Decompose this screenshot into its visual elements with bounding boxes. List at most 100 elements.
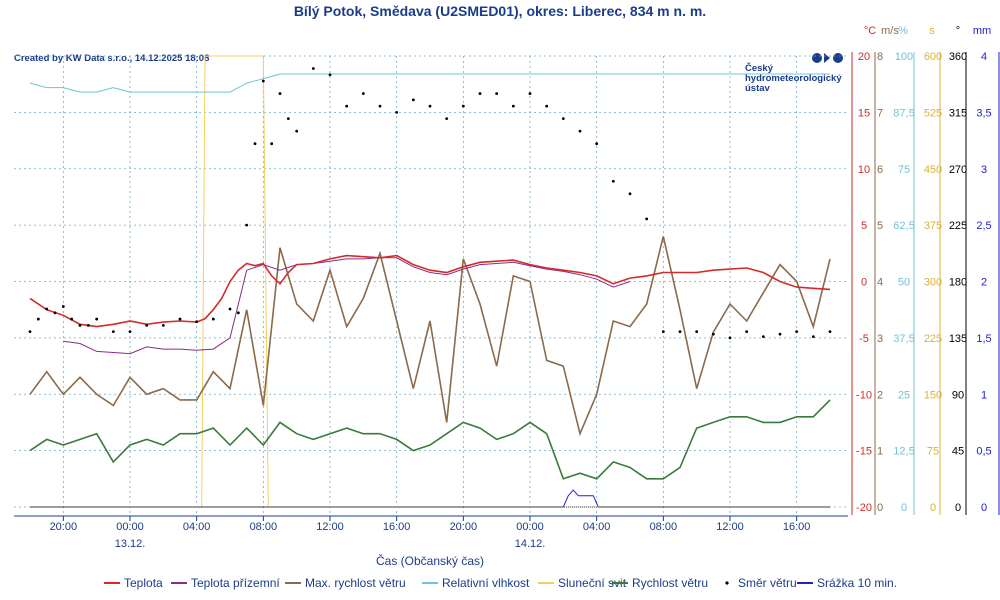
series-dot-smer-vetru (161, 323, 165, 327)
series-dot-smer-vetru (711, 332, 715, 336)
axis-unit-hum: % (898, 25, 908, 37)
series-dot-smer-vetru (253, 142, 257, 146)
series-dot-smer-vetru (495, 92, 499, 95)
legend-label: Relativní vlhkost (442, 576, 530, 590)
series-dot-smer-vetru (811, 335, 815, 339)
series-dot-smer-vetru (28, 330, 32, 334)
logo-line3: ústav (745, 83, 771, 94)
legend-swatch (725, 581, 729, 585)
axis-tick-sun: 225 (924, 333, 942, 345)
axis-tick-wind: 4 (877, 277, 883, 289)
series-dot-smer-vetru (36, 317, 40, 321)
legend-label: Směr větru (738, 576, 797, 590)
axis-tick-temp: -10 (856, 389, 872, 401)
x-tick-label: 12:00 (716, 521, 744, 533)
x-tick-label: 08:00 (650, 521, 678, 533)
series-dot-smer-vetru (211, 317, 215, 321)
axis-tick-dir: 90 (952, 389, 964, 401)
series-dot-smer-vetru (795, 330, 799, 334)
legend-label: Max. rychlost větru (305, 576, 406, 590)
axis-tick-hum: 75 (898, 164, 910, 176)
axis-unit-wind: m/s (881, 25, 899, 37)
axis-tick-hum: 0 (901, 502, 907, 514)
series-dot-smer-vetru (95, 317, 99, 321)
axis-tick-hum: 12,5 (893, 446, 914, 458)
series-dot-smer-vetru (695, 330, 699, 334)
series-dot-smer-vetru (228, 307, 232, 311)
legend-label: Srážka 10 min. (817, 576, 897, 590)
series-dot-smer-vetru (461, 104, 465, 108)
axis-tick-temp: 5 (861, 220, 867, 232)
chart-title: Bílý Potok, Smědava (U2SMED01), okres: L… (294, 3, 706, 19)
series-dot-smer-vetru (111, 330, 115, 334)
grid (14, 55, 848, 516)
series-dot-smer-vetru (145, 323, 149, 327)
legend-label: Teplota přízemní (191, 576, 280, 590)
x-tick-label: 08:00 (250, 521, 278, 533)
series-dot-smer-vetru (761, 335, 765, 339)
chmi-logo: Český hydrometeorologický ústav (745, 53, 843, 94)
series-dot-smer-vetru (661, 330, 665, 334)
axis-tick-hum: 62,5 (893, 220, 914, 232)
series-group (28, 55, 832, 508)
axis-tick-dir: 360 (949, 51, 967, 63)
axis-unit-dir: ° (956, 25, 960, 37)
axis-tick-dir: 0 (955, 502, 961, 514)
axis-tick-rain: 3,5 (976, 107, 991, 119)
axis-tick-sun: 0 (930, 502, 936, 514)
axis-tick-wind: 8 (877, 51, 883, 63)
axis-tick-rain: 4 (981, 51, 987, 63)
series-dot-smer-vetru (236, 311, 240, 315)
logo-line2: hydrometeorologický (745, 73, 842, 84)
x-axis: 20:00 00:00 04:00 08:00 12:00 16:00 20:00 00:00… (14, 515, 848, 550)
series-line-teplota (29, 254, 831, 328)
series-dot-smer-vetru (278, 92, 282, 95)
series-dot-smer-vetru (378, 104, 382, 108)
series-dot-smer-vetru (511, 104, 515, 108)
series-dot-smer-vetru (628, 192, 632, 196)
series-dot-smer-vetru (528, 92, 532, 95)
series-dot-smer-vetru (286, 117, 290, 121)
series-dot-smer-vetru (578, 129, 582, 133)
series-dot-smer-vetru (361, 92, 365, 95)
axis-tick-dir: 135 (949, 333, 967, 345)
axis-tick-sun: 600 (924, 51, 942, 63)
axis-tick-hum: 25 (898, 389, 910, 401)
logo-line1: Český (745, 62, 774, 74)
x-axis-label: Čas (Občanský čas) (376, 553, 484, 568)
axis-tick-sun: 450 (924, 164, 942, 176)
axis-tick-temp: 0 (861, 277, 867, 289)
series-dot-smer-vetru (411, 98, 415, 102)
x-tick-label: 12:00 (316, 521, 344, 533)
axis-tick-rain: 3 (981, 164, 987, 176)
x-tick-label: 04:00 (583, 521, 611, 533)
axis-tick-temp: 10 (858, 164, 870, 176)
x-tick-label: 16:00 (783, 521, 811, 533)
axis-tick-rain: 1,5 (976, 333, 991, 345)
series-dot-smer-vetru (78, 323, 82, 327)
series-dot-smer-vetru (328, 73, 332, 77)
axis-tick-temp: -5 (859, 333, 869, 345)
axis-tick-sun: 150 (924, 389, 942, 401)
axis-tick-rain: 0 (981, 502, 987, 514)
series-line-srazka-10-min (30, 489, 830, 508)
axis-tick-dir: 180 (949, 277, 967, 289)
axis-unit-temp: °C (864, 25, 876, 37)
series-dot-smer-vetru (270, 142, 274, 146)
axis-tick-wind: 7 (877, 107, 883, 119)
series-dot-smer-vetru (778, 332, 782, 336)
series-dot-smer-vetru (261, 79, 265, 83)
axis-tick-wind: 3 (877, 333, 883, 345)
axis-unit-sun: s (929, 25, 935, 37)
axis-tick-wind: 6 (877, 164, 883, 176)
series-dot-smer-vetru (311, 67, 315, 70)
logo-dot-left (812, 53, 822, 63)
axis-tick-temp: 15 (858, 107, 870, 119)
axis-unit-rain: mm (973, 25, 991, 37)
x-tick-label: 04:00 (183, 521, 211, 533)
axis-tick-rain: 0,5 (976, 446, 991, 458)
series-dot-smer-vetru (728, 336, 732, 340)
x-tick-label: 16:00 (383, 521, 411, 533)
series-dot-smer-vetru (645, 217, 649, 221)
